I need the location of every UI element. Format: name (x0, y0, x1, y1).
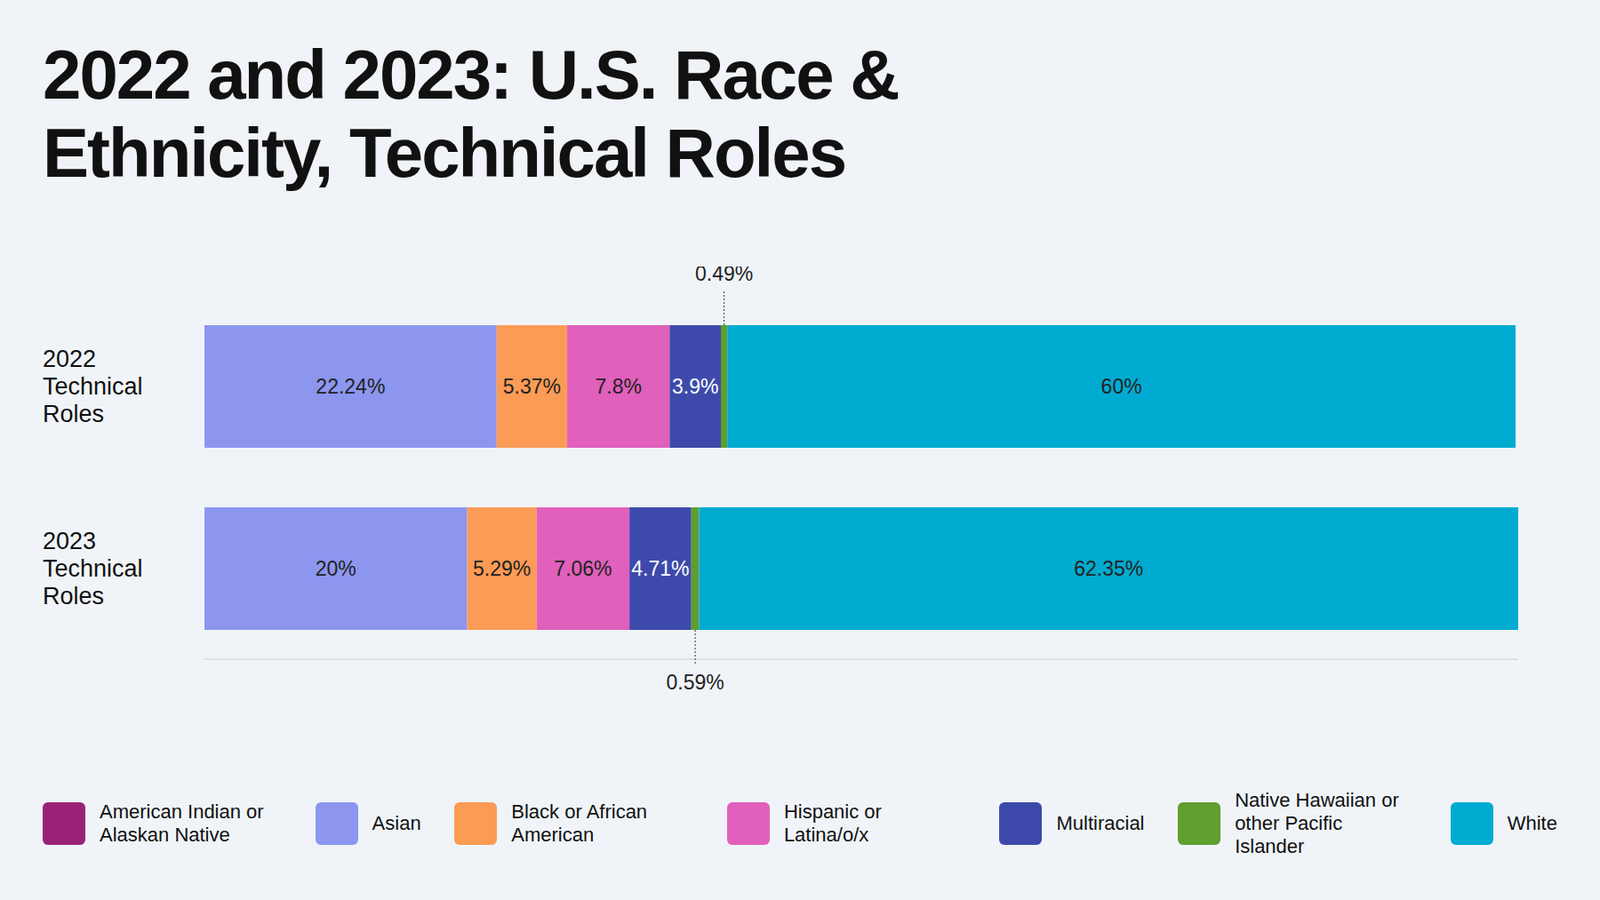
html-text:2022 and 2023: U.S. Race & Eth: 2022 and 2023: U.S. Race & Ethnicity, Te… (42, 35, 899, 192)
html-text:Multiracial: Multiracial (1056, 812, 1145, 835)
html-text:Hispanic or Latina/o/x: Hispanic or Latina/o/x (783, 800, 882, 847)
svg-text:0.59%: 0.59% (665, 671, 724, 694)
svg-text:5.37%: 5.37% (503, 375, 561, 399)
html-text:Asian: Asian (372, 812, 422, 835)
svg-text:60%: 60% (1101, 375, 1143, 399)
svg-text:2022TechnicalRoles: 2022TechnicalRoles (42, 345, 144, 428)
svg-text:22.24%: 22.24% (315, 375, 385, 399)
svg-text:7.8%: 7.8% (594, 375, 641, 399)
svg-text:3.9%: 3.9% (672, 375, 719, 399)
html-text:White: White (1507, 812, 1558, 835)
html-text:Native Hawaiian or other Pacif: Native Hawaiian or other Pacific Islande… (1234, 789, 1399, 858)
svg-text:2023TechnicalRoles: 2023TechnicalRoles (42, 528, 144, 610)
html-text:American Indian or Alaskan Nat: American Indian or Alaskan Native (99, 800, 264, 847)
svg-text:4.71%: 4.71% (631, 557, 689, 581)
svg-text:0.49%: 0.49% (695, 266, 753, 286)
html-text:Black or African American: Black or African American (511, 800, 648, 847)
svg-text:7.06%: 7.06% (553, 557, 612, 581)
svg-text:62.35%: 62.35% (1073, 557, 1144, 581)
svg-text:20%: 20% (315, 557, 357, 581)
svg-text:5.29%: 5.29% (472, 557, 531, 581)
